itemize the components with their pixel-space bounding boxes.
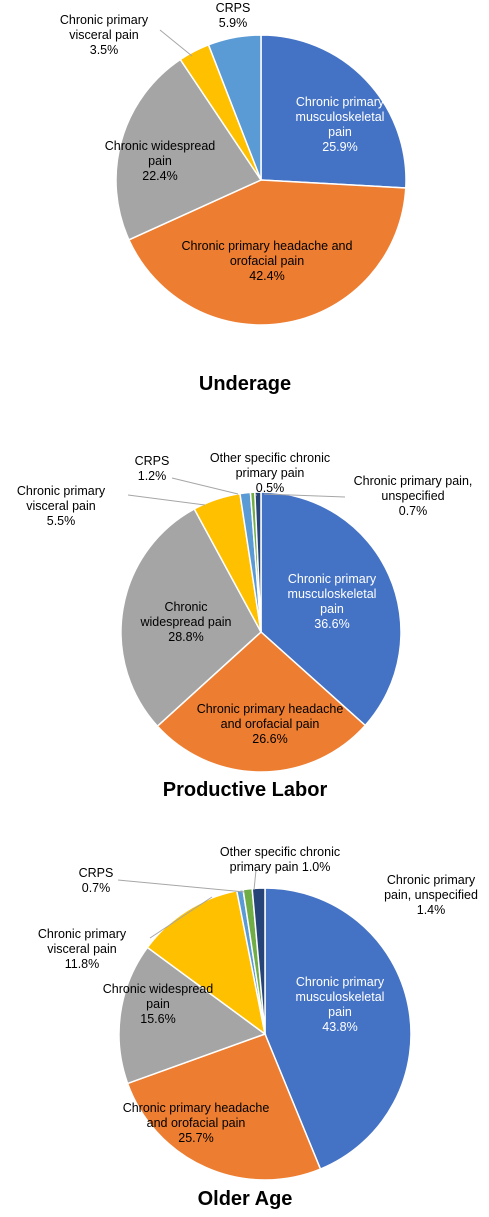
leader-line-crps <box>171 477 239 495</box>
slice-value-crps: 1.2% <box>138 469 167 483</box>
pie-slice-crps <box>207 34 262 181</box>
slice-value-headache: 26.6% <box>252 732 287 746</box>
slice-value-musculoskeletal: 36.6% <box>314 617 349 631</box>
slice-label-headache: Chronic primary headache and orofacial pa… <box>197 702 344 746</box>
pie-slice-musculoskeletal <box>260 491 402 727</box>
pie-slice-headache <box>126 1033 322 1181</box>
pie-slice-unspecified <box>251 887 266 1035</box>
slice-label-other_specific: Other specific chronic primary pain 1.0% <box>220 845 340 874</box>
leader-line-visceral <box>159 29 193 57</box>
slice-label-crps: CRPS 5.9% <box>216 1 251 30</box>
slice-value-musculoskeletal: 25.9% <box>322 140 357 154</box>
slice-label-headache: Chronic primary headache and orofacial pa… <box>182 239 353 283</box>
pie-slice-unspecified <box>254 491 262 633</box>
slice-label-crps: CRPS 1.2% <box>135 454 170 483</box>
chart-title: Underage <box>199 373 291 395</box>
slice-value-visceral: 5.5% <box>47 514 76 528</box>
pie-slice-musculoskeletal <box>264 887 412 1171</box>
slice-label-visceral: Chronic primary visceral pain 5.5% <box>17 484 106 528</box>
slice-label-unspecified: Chronic primary pain, unspecified 0.7% <box>354 474 473 518</box>
pie-slice-headache <box>127 179 407 326</box>
slice-value-musculoskeletal: 43.8% <box>322 1020 357 1034</box>
slice-value-widespread: 28.8% <box>168 630 203 644</box>
slice-label-crps: CRPS 0.7% <box>79 866 114 895</box>
pie-chart-2: Chronic primary musculoskeletal pain 43.8% C… <box>38 845 478 1210</box>
slice-label-widespread: Chronic widespread pain 15.6% <box>103 982 214 1026</box>
slice-value-crps: 0.7% <box>82 881 111 895</box>
slice-value-headache: 25.7% <box>178 1131 213 1145</box>
leader-line-visceral <box>149 896 213 939</box>
leader-line-visceral <box>127 494 206 506</box>
slice-value-visceral: 11.8% <box>65 957 100 971</box>
slice-value-widespread: 15.6% <box>140 1012 175 1026</box>
slice-value-crps: 5.9% <box>219 16 248 30</box>
slice-label-headache: Chronic primary headache and orofacial pa… <box>123 1101 270 1145</box>
slice-value-unspecified: 1.4% <box>417 903 446 917</box>
slice-value-unspecified: 0.7% <box>399 504 428 518</box>
pie-slice-musculoskeletal <box>260 34 407 189</box>
chart-title: Productive Labor <box>163 779 328 801</box>
slice-label-musculoskeletal: Chronic primary musculoskeletal pain 43.8% <box>296 975 385 1034</box>
slice-value-other_specific: 0.5% <box>256 481 285 495</box>
slice-label-visceral: Chronic primary visceral pain 11.8% <box>38 927 127 971</box>
slice-label-visceral: Chronic primary visceral pain 3.5% <box>60 13 149 57</box>
chart-title: Older Age <box>198 1188 293 1210</box>
pie-slice-widespread <box>120 507 262 728</box>
slice-label-unspecified: Chronic primary pain, unspecified 1.4% <box>384 873 478 917</box>
pie-slice-visceral <box>146 889 267 1036</box>
slice-label-widespread: Chronic widespread pain 22.4% <box>105 139 216 183</box>
pie-slice-widespread <box>118 946 267 1085</box>
pie-chart-1: Chronic primary musculoskeletal pain 36.6% C… <box>17 451 473 801</box>
leader-line-other_specific <box>253 869 257 891</box>
pie-slice-headache <box>156 630 367 773</box>
slice-label-other_specific: Other specific chronic primary pain 0.5% <box>210 451 330 495</box>
slice-label-musculoskeletal: Chronic primary musculoskeletal pain 36.6% <box>288 572 377 631</box>
slice-value-widespread: 22.4% <box>142 169 177 183</box>
leader-line-unspecified <box>263 493 346 498</box>
slice-value-visceral: 3.5% <box>90 43 119 57</box>
pie-slice-widespread <box>115 58 263 241</box>
slice-label-musculoskeletal: Chronic primary musculoskeletal pain 25.9% <box>296 95 385 154</box>
leader-line-crps <box>117 879 246 893</box>
slice-value-headache: 42.4% <box>249 269 284 283</box>
slice-label-widespread: Chronic widespread pain 28.8% <box>139 600 231 644</box>
pie-chart-0: Chronic primary musculoskeletal pain 25.9% C… <box>60 1 407 395</box>
